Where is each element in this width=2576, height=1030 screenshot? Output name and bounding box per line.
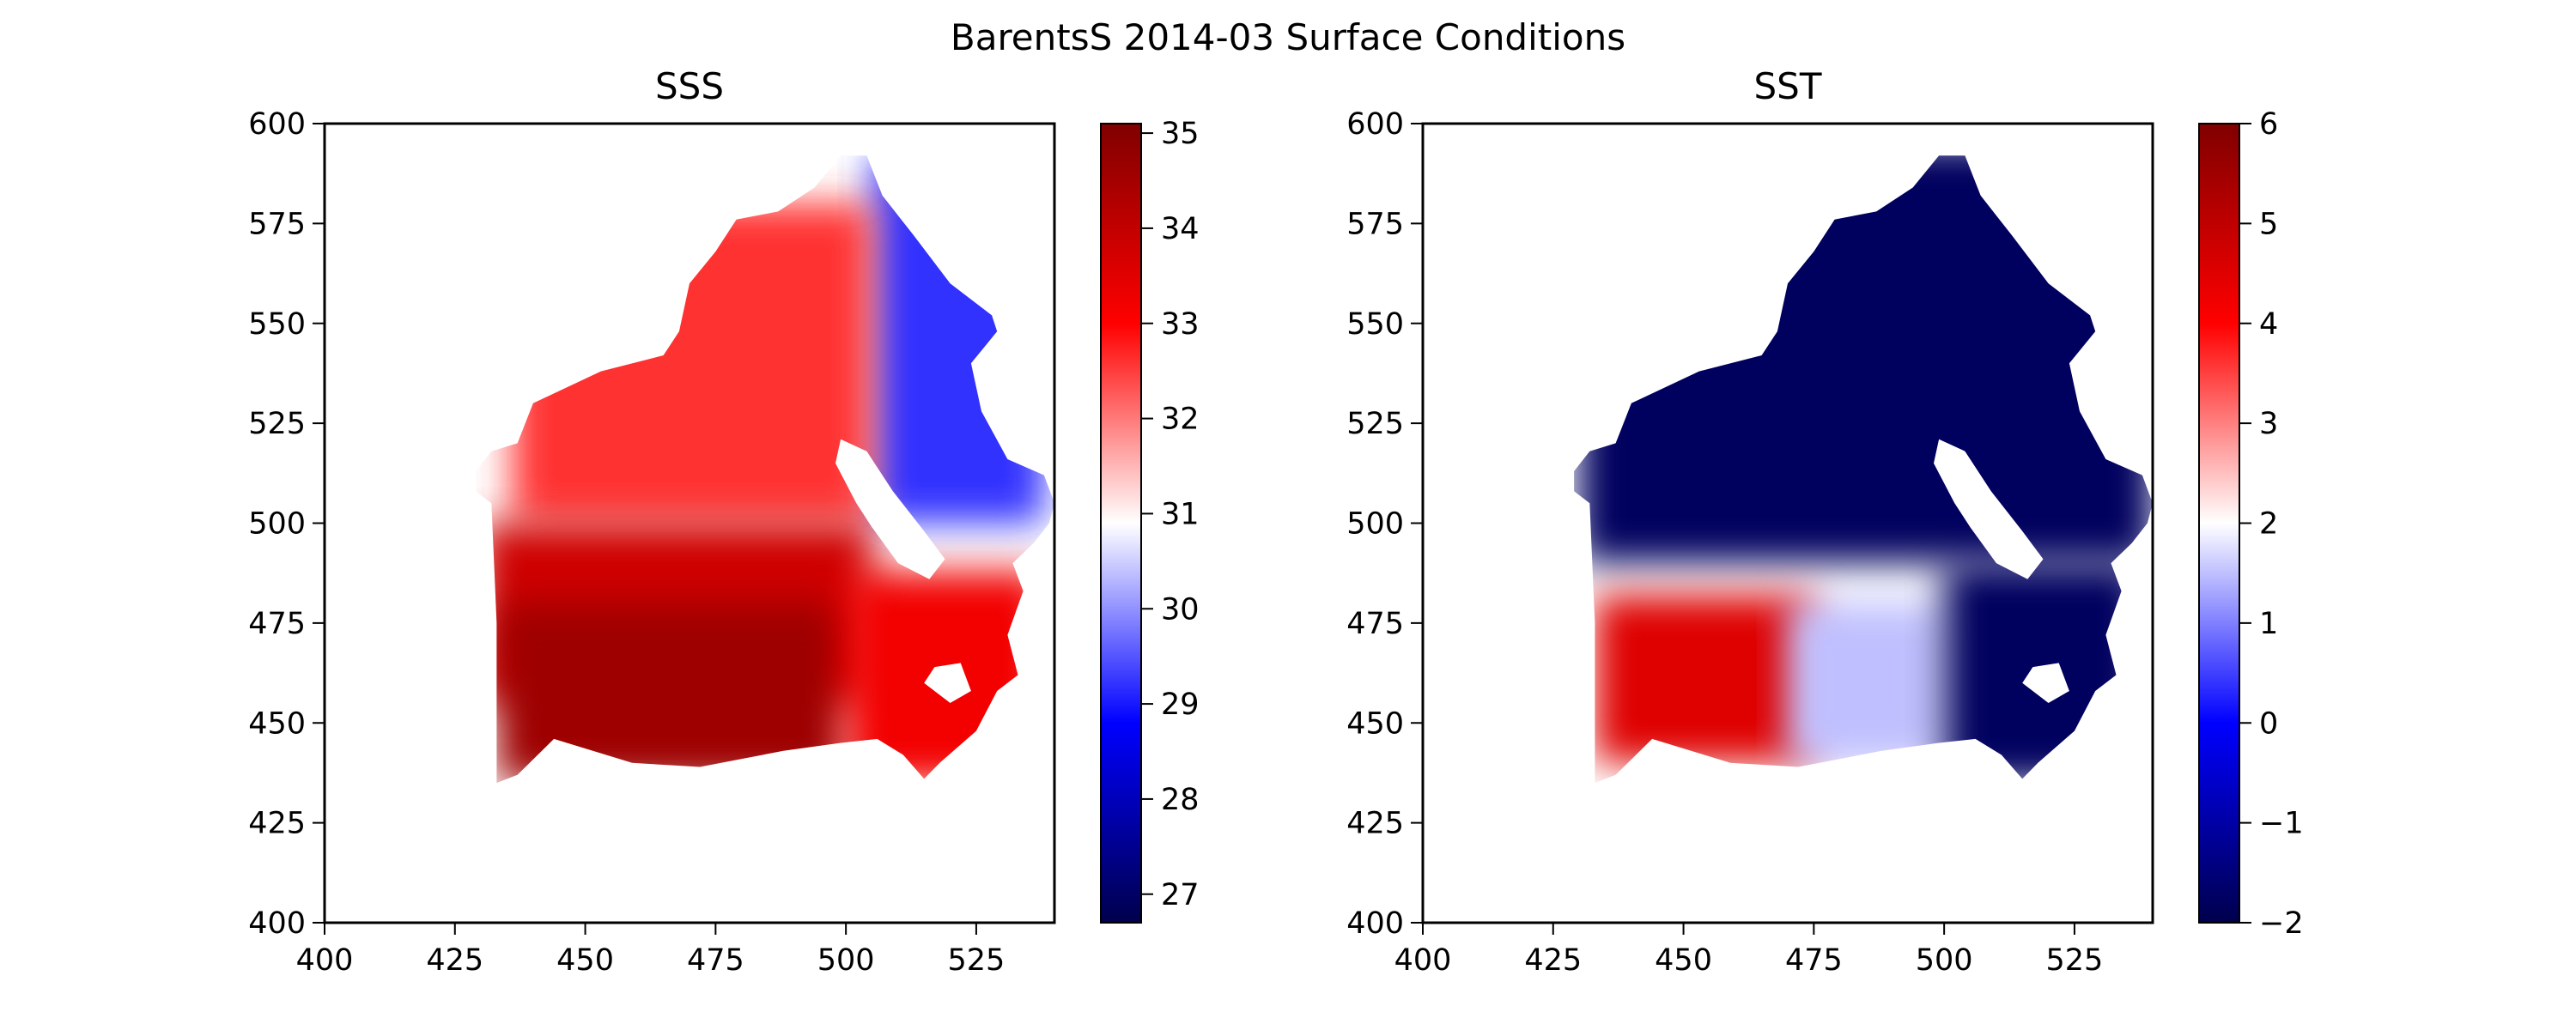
panel-sss: SSS 400 425 450 475 500 525 400 425 450 475 500 52… bbox=[248, 65, 1199, 978]
y-tick-label: 450 bbox=[1346, 706, 1404, 741]
colorbar-tick-label: −1 bbox=[2259, 807, 2304, 841]
x-tick-label: 475 bbox=[687, 943, 744, 978]
region-northern-shelf bbox=[512, 203, 872, 524]
land-hole-1 bbox=[924, 663, 971, 703]
colorbar-frame-sss bbox=[1100, 123, 1142, 924]
colorbar-tick-label: 30 bbox=[1161, 592, 1200, 627]
y-tick-label: 550 bbox=[248, 307, 306, 342]
x-tick-label: 400 bbox=[296, 943, 354, 978]
land-hole-1 bbox=[2022, 663, 2069, 703]
colorbar-tick-label: 2 bbox=[2259, 507, 2278, 542]
region-transition-zone bbox=[1788, 603, 1945, 763]
colorbar-tick-label: 33 bbox=[1161, 307, 1200, 342]
colorbar-tick-label: 4 bbox=[2259, 307, 2278, 342]
region-northern-cold bbox=[1579, 155, 2153, 564]
x-tick-label: 425 bbox=[1524, 943, 1582, 978]
region-north-fresh-plume bbox=[872, 155, 1044, 524]
y-tick-label: 450 bbox=[248, 706, 306, 741]
y-ticks-sss: 400 425 450 475 500 525 550 575 600 bbox=[248, 107, 325, 941]
figure-title: BarentsS 2014-03 Surface Conditions bbox=[951, 16, 1625, 58]
x-tick-label: 500 bbox=[1916, 943, 1973, 978]
y-tick-label: 400 bbox=[1346, 906, 1404, 941]
y-tick-label: 600 bbox=[248, 107, 306, 142]
x-tick-label: 500 bbox=[817, 943, 875, 978]
sst-field bbox=[1579, 155, 2153, 784]
colorbar-tick-label: 29 bbox=[1161, 688, 1200, 722]
colorbar-tick-label: 5 bbox=[2259, 207, 2278, 241]
colorbar-tick-label: −2 bbox=[2259, 906, 2304, 941]
x-ticks-sss: 400 425 450 475 500 525 bbox=[296, 923, 1005, 978]
colorbar-tick-label: 6 bbox=[2259, 107, 2278, 142]
colorbar-tick-label: 0 bbox=[2259, 706, 2278, 741]
x-tick-label: 450 bbox=[556, 943, 614, 978]
y-tick-label: 525 bbox=[248, 407, 306, 441]
colorbar-tick-label: 32 bbox=[1161, 403, 1200, 437]
x-tick-label: 525 bbox=[2046, 943, 2104, 978]
x-ticks-sst: 400 425 450 475 500 525 bbox=[1394, 923, 2104, 978]
y-tick-label: 475 bbox=[1346, 607, 1404, 641]
y-tick-label: 525 bbox=[1346, 407, 1404, 441]
y-tick-label: 550 bbox=[1346, 307, 1404, 342]
y-tick-label: 500 bbox=[248, 507, 306, 542]
x-tick-label: 525 bbox=[948, 943, 1005, 978]
x-tick-label: 475 bbox=[1785, 943, 1843, 978]
colorbar-tick-label: 35 bbox=[1161, 117, 1200, 151]
sss-field bbox=[481, 155, 1044, 784]
land-hole-0 bbox=[1934, 439, 2044, 579]
y-tick-label: 400 bbox=[248, 906, 306, 941]
colorbar-tick-label: 1 bbox=[2259, 607, 2278, 641]
x-tick-label: 450 bbox=[1655, 943, 1712, 978]
panel-title-sst: SST bbox=[1754, 65, 1822, 107]
colorbar-sss bbox=[1101, 124, 1141, 923]
colorbar-tick-label: 3 bbox=[2259, 407, 2278, 441]
x-tick-label: 425 bbox=[426, 943, 483, 978]
colorbar-tick-label: 34 bbox=[1161, 212, 1200, 246]
colorbar-ticks-sst: −2 −1 0 1 2 3 4 5 6 bbox=[2239, 107, 2304, 941]
x-tick-label: 400 bbox=[1394, 943, 1452, 978]
panel-title-sss: SSS bbox=[655, 65, 724, 107]
land-hole-0 bbox=[835, 439, 945, 579]
y-tick-label: 500 bbox=[1346, 507, 1404, 542]
colorbar-tick-label: 31 bbox=[1161, 497, 1200, 531]
y-tick-label: 575 bbox=[248, 207, 306, 241]
y-tick-label: 475 bbox=[248, 607, 306, 641]
colorbar-tick-label: 28 bbox=[1161, 783, 1200, 817]
y-tick-label: 600 bbox=[1346, 107, 1404, 142]
y-tick-label: 425 bbox=[248, 807, 306, 841]
colorbar-tick-label: 27 bbox=[1161, 878, 1200, 912]
colorbar-sst bbox=[2199, 124, 2239, 923]
y-ticks-sst: 400 425 450 475 500 525 550 575 600 bbox=[1346, 107, 1423, 941]
region-southwest-core bbox=[496, 603, 847, 784]
panel-sst: SST 400 425 450 475 500 525 40042545047550052… bbox=[1346, 65, 2303, 978]
colorbar-ticks-sss: 27 28 29 30 31 32 33 34 35 bbox=[1141, 117, 1200, 912]
region-atlantic-inflow-warm bbox=[1595, 595, 1814, 763]
y-tick-label: 575 bbox=[1346, 207, 1404, 241]
y-tick-label: 425 bbox=[1346, 807, 1404, 841]
